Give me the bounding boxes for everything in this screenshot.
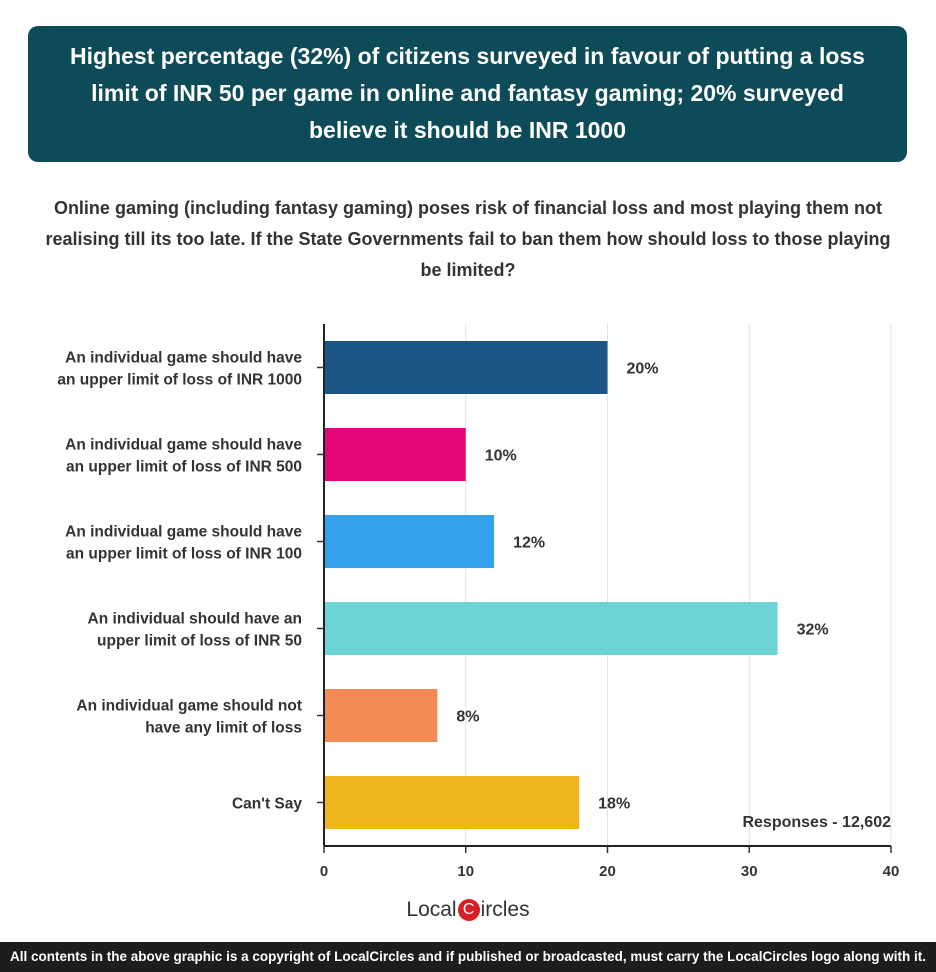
logo-text-local: Local <box>406 898 457 921</box>
bar <box>325 602 778 655</box>
headline-text: Highest percentage (32%) of citizens sur… <box>70 43 865 143</box>
category-label: Can't Say <box>232 796 302 813</box>
value-label: 18% <box>598 796 630 813</box>
x-tick-label: 40 <box>883 863 900 880</box>
copyright-footer: All contents in the above graphic is a c… <box>0 942 936 972</box>
survey-question: Online gaming (including fantasy gaming)… <box>45 198 891 280</box>
value-label: 32% <box>797 622 829 639</box>
category-label: an upper limit of loss of INR 1000 <box>57 372 302 389</box>
bar <box>325 515 495 568</box>
category-label: an upper limit of loss of INR 100 <box>66 546 302 563</box>
x-tick-label: 20 <box>599 863 616 880</box>
value-label: 12% <box>513 535 545 552</box>
category-label: have any limit of loss <box>145 720 302 737</box>
category-label: upper limit of loss of INR 50 <box>97 633 302 650</box>
category-label: An individual game should not <box>76 698 302 715</box>
logo-text-circles: ircles <box>480 898 530 921</box>
category-label: An individual game should have <box>65 350 302 367</box>
value-label: 10% <box>485 448 517 465</box>
bar <box>325 689 438 742</box>
responses-count: Responses - 12,602 <box>742 814 891 831</box>
x-tick-label: 10 <box>457 863 474 880</box>
x-tick-label: 30 <box>741 863 758 880</box>
bar <box>325 776 580 829</box>
value-label: 20% <box>627 361 659 378</box>
category-label: an upper limit of loss of INR 500 <box>66 459 302 476</box>
category-label: An individual should have an <box>88 611 302 628</box>
headline-banner: Highest percentage (32%) of citizens sur… <box>28 26 907 162</box>
x-tick-label: 0 <box>320 863 328 880</box>
logo-circle-icon: C <box>457 899 480 922</box>
category-label: An individual game should have <box>65 524 302 541</box>
bar <box>325 341 608 394</box>
bar <box>325 428 466 481</box>
value-label: 8% <box>456 709 479 726</box>
category-label: An individual game should have <box>65 437 302 454</box>
bar-chart: 0 10 20 30 40 20% An individual game should ha… <box>57 324 900 880</box>
